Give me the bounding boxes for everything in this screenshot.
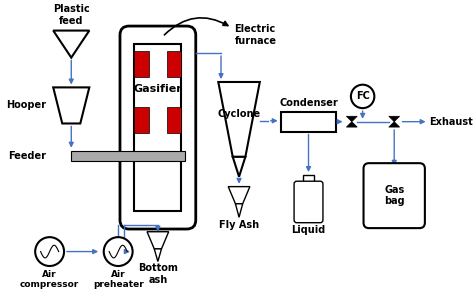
Text: Cyclone: Cyclone (218, 109, 261, 119)
Text: FC: FC (356, 91, 370, 101)
Text: Feeder: Feeder (8, 151, 46, 161)
Text: Air
preheater: Air preheater (93, 270, 144, 289)
Text: Liquid: Liquid (292, 225, 326, 235)
Bar (303, 175, 314, 184)
Polygon shape (389, 116, 400, 122)
Polygon shape (228, 187, 250, 204)
Circle shape (104, 237, 133, 266)
Polygon shape (346, 116, 357, 122)
Bar (71, 151, 185, 161)
Text: Electric
furnace: Electric furnace (235, 24, 276, 46)
Polygon shape (233, 157, 246, 177)
Text: Plastic
feed: Plastic feed (53, 4, 90, 26)
Bar (167, 51, 182, 76)
Bar (167, 107, 182, 133)
Bar (135, 107, 149, 133)
Polygon shape (147, 232, 169, 249)
Polygon shape (219, 82, 260, 157)
Bar (281, 112, 337, 132)
Polygon shape (53, 87, 89, 123)
Text: Hooper: Hooper (6, 101, 46, 111)
Bar (135, 44, 182, 211)
Polygon shape (154, 249, 162, 261)
FancyBboxPatch shape (364, 163, 425, 228)
Text: Exhaust: Exhaust (429, 117, 473, 127)
Text: Condenser: Condenser (279, 98, 338, 108)
FancyBboxPatch shape (120, 26, 196, 229)
Text: Fly Ash: Fly Ash (219, 220, 259, 230)
Bar (135, 51, 149, 76)
Polygon shape (346, 122, 357, 127)
Polygon shape (53, 31, 89, 58)
Text: Gasifier: Gasifier (134, 84, 182, 94)
Text: Gas
bag: Gas bag (384, 185, 404, 206)
Polygon shape (236, 204, 243, 217)
Polygon shape (389, 122, 400, 127)
FancyBboxPatch shape (294, 181, 323, 223)
Circle shape (35, 237, 64, 266)
Circle shape (351, 85, 374, 108)
Text: Bottom
ash: Bottom ash (138, 263, 178, 285)
Text: Air
compressor: Air compressor (20, 270, 79, 289)
